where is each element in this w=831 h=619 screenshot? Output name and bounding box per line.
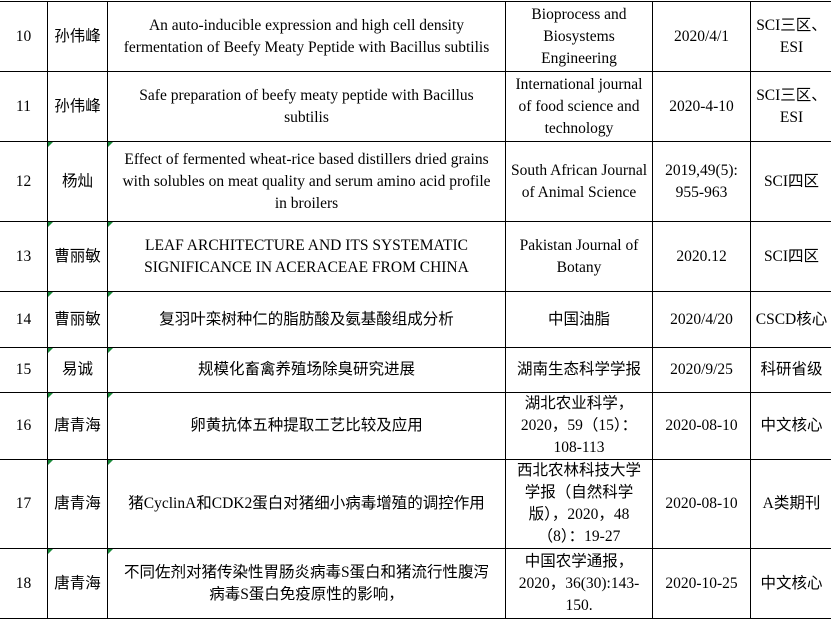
cell-date[interactable]: 2020.12 bbox=[653, 222, 751, 292]
cell-date[interactable]: 2020/4/20 bbox=[653, 292, 751, 348]
cell-level[interactable]: SCI四区 bbox=[751, 222, 831, 292]
cell-no[interactable]: 10 bbox=[0, 2, 48, 72]
cell-journal[interactable]: 西北农林科技大学学报（自然科学版），2020，48（8）：19-27 bbox=[506, 460, 653, 549]
cell-author[interactable]: 唐青海 bbox=[48, 549, 108, 619]
cell-journal[interactable]: South African Journal of Animal Science bbox=[506, 142, 653, 222]
cell-author[interactable]: 唐青海 bbox=[48, 460, 108, 549]
cell-date[interactable]: 2020-08-10 bbox=[653, 393, 751, 460]
cell-level[interactable]: SCI四区 bbox=[751, 142, 831, 222]
cell-date[interactable]: 2020/9/25 bbox=[653, 348, 751, 393]
cell-date[interactable]: 2019,49(5): 955-963 bbox=[653, 142, 751, 222]
cell-level[interactable]: 中文核心 bbox=[751, 393, 831, 460]
cell-title[interactable]: LEAF ARCHITECTURE AND ITS SYSTEMATIC SIG… bbox=[108, 222, 506, 292]
cell-no[interactable]: 12 bbox=[0, 142, 48, 222]
cell-journal[interactable]: International journal of food science an… bbox=[506, 72, 653, 142]
cell-author[interactable]: 孙伟峰 bbox=[48, 2, 108, 72]
cell-date[interactable]: 2020-08-10 bbox=[653, 460, 751, 549]
cell-journal[interactable]: 中国油脂 bbox=[506, 292, 653, 348]
cell-title[interactable]: 猪CyclinA和CDK2蛋白对猪细小病毒增殖的调控作用 bbox=[108, 460, 506, 549]
cell-level[interactable]: 中文核心 bbox=[751, 549, 831, 619]
cell-title[interactable]: 卵黄抗体五种提取工艺比较及应用 bbox=[108, 393, 506, 460]
cell-author[interactable]: 曹丽敏 bbox=[48, 222, 108, 292]
cell-author[interactable]: 易诚 bbox=[48, 348, 108, 393]
cell-no[interactable]: 17 bbox=[0, 460, 48, 549]
cell-title[interactable]: An auto-inducible expression and high ce… bbox=[108, 2, 506, 72]
cell-no[interactable]: 14 bbox=[0, 292, 48, 348]
cell-title[interactable]: 复羽叶栾树种仁的脂肪酸及氨基酸组成分析 bbox=[108, 292, 506, 348]
cell-date[interactable]: 2020/4/1 bbox=[653, 2, 751, 72]
cell-author[interactable]: 唐青海 bbox=[48, 393, 108, 460]
cell-date[interactable]: 2020-10-25 bbox=[653, 549, 751, 619]
cell-title[interactable]: 不同佐剂对猪传染性胃肠炎病毒S蛋白和猪流行性腹泻病毒S蛋白免疫原性的影响， bbox=[108, 549, 506, 619]
cell-no[interactable]: 18 bbox=[0, 549, 48, 619]
cell-author[interactable]: 孙伟峰 bbox=[48, 72, 108, 142]
cell-no[interactable]: 11 bbox=[0, 72, 48, 142]
cell-level[interactable]: SCI三区、ESI bbox=[751, 2, 831, 72]
cell-no[interactable]: 15 bbox=[0, 348, 48, 393]
cell-no[interactable]: 13 bbox=[0, 222, 48, 292]
cell-no[interactable]: 16 bbox=[0, 393, 48, 460]
cell-level[interactable]: SCI三区、ESI bbox=[751, 72, 831, 142]
cell-level[interactable]: CSCD核心 bbox=[751, 292, 831, 348]
cell-journal[interactable]: 湖北农业科学，2020，59（15）：108-113 bbox=[506, 393, 653, 460]
cell-date[interactable]: 2020-4-10 bbox=[653, 72, 751, 142]
cell-title[interactable]: Safe preparation of beefy meaty peptide … bbox=[108, 72, 506, 142]
cell-title[interactable]: Effect of fermented wheat-rice based dis… bbox=[108, 142, 506, 222]
cell-journal[interactable]: 中国农学通报，2020，36(30):143-150. bbox=[506, 549, 653, 619]
cell-author[interactable]: 曹丽敏 bbox=[48, 292, 108, 348]
cell-level[interactable]: A类期刊 bbox=[751, 460, 831, 549]
cell-level[interactable]: 科研省级 bbox=[751, 348, 831, 393]
cell-author[interactable]: 杨灿 bbox=[48, 142, 108, 222]
cell-journal[interactable]: Pakistan Journal of Botany bbox=[506, 222, 653, 292]
cell-title[interactable]: 规模化畜禽养殖场除臭研究进展 bbox=[108, 348, 506, 393]
cell-journal[interactable]: 湖南生态科学学报 bbox=[506, 348, 653, 393]
cell-journal[interactable]: Bioprocess and Biosystems Engineering bbox=[506, 2, 653, 72]
